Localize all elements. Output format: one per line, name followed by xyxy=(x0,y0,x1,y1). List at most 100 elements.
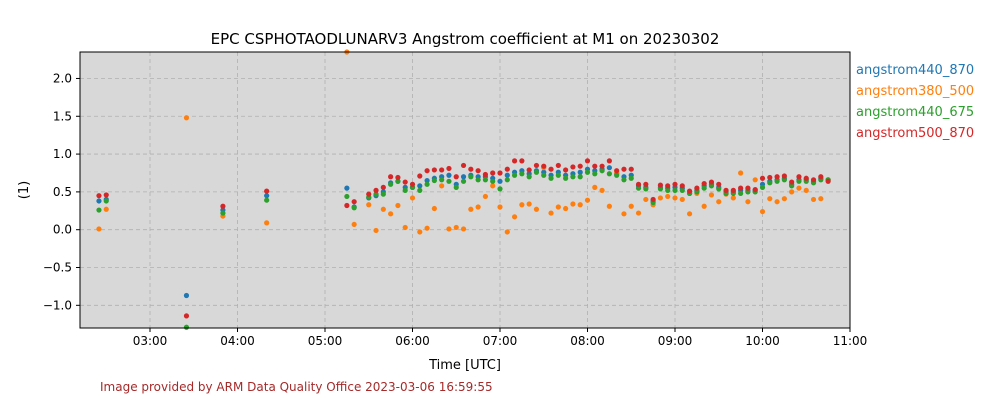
chart-title: EPC CSPHOTAODLUNARV3 Angstrom coefficien… xyxy=(211,30,720,48)
data-point-angstrom500_870 xyxy=(643,181,649,187)
y-tick-label: 0.0 xyxy=(53,223,72,237)
data-point-angstrom500_870 xyxy=(577,163,583,169)
data-point-angstrom380_500 xyxy=(388,211,394,217)
grid xyxy=(80,52,851,328)
data-point-angstrom380_500 xyxy=(103,206,109,212)
data-point-angstrom380_500 xyxy=(716,199,722,205)
data-point-angstrom380_500 xyxy=(657,195,664,201)
data-point-angstrom500_870 xyxy=(599,163,605,169)
data-point-angstrom440_675 xyxy=(555,172,561,178)
data-point-angstrom500_870 xyxy=(351,199,357,205)
data-point-angstrom500_870 xyxy=(570,164,576,170)
y-tick-label: 1.0 xyxy=(53,147,72,161)
data-point-angstrom380_500 xyxy=(738,170,744,176)
data-point-angstrom380_500 xyxy=(497,204,503,210)
x-axis-label: Time [UTC] xyxy=(428,358,501,373)
data-point-angstrom380_500 xyxy=(665,193,671,200)
data-point-angstrom440_675 xyxy=(774,178,780,184)
data-point-angstrom500_870 xyxy=(563,167,569,173)
data-point-angstrom380_500 xyxy=(701,203,707,209)
y-tick-label: 1.5 xyxy=(53,109,72,123)
data-point-angstrom500_870 xyxy=(380,184,386,190)
data-point-angstrom440_675 xyxy=(541,172,547,178)
data-point-angstrom440_675 xyxy=(490,178,496,184)
data-point-angstrom380_500 xyxy=(183,115,190,121)
data-point-angstrom500_870 xyxy=(701,180,707,187)
data-point-angstrom500_870 xyxy=(482,171,489,178)
data-point-angstrom380_500 xyxy=(672,195,678,201)
plot-frame xyxy=(79,51,851,329)
data-point-angstrom380_500 xyxy=(460,226,467,232)
data-point-angstrom380_500 xyxy=(752,177,758,183)
data-point-angstrom440_675 xyxy=(796,178,802,184)
data-point-angstrom500_870 xyxy=(504,166,510,172)
data-point-angstrom440_675 xyxy=(701,185,707,191)
data-point-angstrom380_500 xyxy=(796,185,802,191)
data-point-angstrom380_500 xyxy=(380,206,386,212)
data-point-angstrom500_870 xyxy=(672,181,678,187)
data-point-angstrom380_500 xyxy=(679,196,685,203)
data-point-angstrom380_500 xyxy=(519,202,525,208)
data-point-angstrom500_870 xyxy=(774,174,780,180)
data-point-angstrom380_500 xyxy=(424,225,430,231)
data-point-angstrom500_870 xyxy=(490,170,496,176)
data-point-angstrom500_870 xyxy=(497,170,503,176)
data-point-angstrom500_870 xyxy=(665,183,671,189)
data-point-angstrom440_675 xyxy=(519,171,525,177)
data-point-angstrom380_500 xyxy=(409,195,416,201)
data-point-angstrom380_500 xyxy=(774,199,780,205)
data-point-angstrom440_675 xyxy=(402,187,408,193)
data-point-angstrom380_500 xyxy=(599,187,605,193)
data-point-angstrom440_675 xyxy=(781,177,787,183)
data-point-angstrom440_675 xyxy=(548,175,554,181)
data-point-angstrom380_500 xyxy=(730,195,736,201)
data-point-angstrom500_870 xyxy=(388,174,394,180)
data-point-angstrom440_675 xyxy=(716,186,722,192)
data-point-angstrom500_870 xyxy=(395,174,401,181)
data-point-angstrom500_870 xyxy=(745,185,751,191)
data-point-angstrom380_500 xyxy=(563,205,569,212)
legend-entry-angstrom440_675: angstrom440_675 xyxy=(856,105,974,120)
data-point-angstrom500_870 xyxy=(366,191,372,197)
data-point-angstrom500_870 xyxy=(183,313,190,319)
data-point-angstrom440_870 xyxy=(460,174,467,180)
data-point-angstrom440_675 xyxy=(606,171,612,177)
x-tick-label: 09:00 xyxy=(658,334,693,348)
data-point-angstrom500_870 xyxy=(103,192,109,198)
y-tick-label: −1.0 xyxy=(43,298,72,312)
data-point-angstrom440_675 xyxy=(460,178,467,184)
data-point-angstrom500_870 xyxy=(439,167,445,173)
axes: 03:00 04:00 05:00 06:00 07:00 08:00 09:00 10:00… xyxy=(43,71,867,348)
data-point-angstrom440_675 xyxy=(497,186,503,192)
data-point-angstrom440_675 xyxy=(183,324,190,330)
data-point-angstrom500_870 xyxy=(592,163,598,169)
data-point-angstrom500_870 xyxy=(621,166,627,172)
data-point-angstrom440_675 xyxy=(759,184,766,190)
data-point-angstrom440_675 xyxy=(679,187,685,193)
data-point-angstrom440_675 xyxy=(708,183,715,189)
data-point-angstrom440_675 xyxy=(351,205,357,211)
data-point-angstrom380_500 xyxy=(628,203,634,209)
data-point-angstrom380_500 xyxy=(264,220,270,226)
data-point-angstrom380_500 xyxy=(468,206,474,212)
data-point-angstrom440_675 xyxy=(672,187,678,193)
data-point-angstrom500_870 xyxy=(541,163,547,169)
data-point-angstrom440_675 xyxy=(380,191,386,197)
data-point-angstrom440_870 xyxy=(344,185,350,191)
data-point-angstrom380_500 xyxy=(818,196,824,202)
data-point-angstrom440_675 xyxy=(264,197,270,203)
data-point-angstrom380_500 xyxy=(803,187,809,193)
data-point-angstrom440_675 xyxy=(643,186,649,192)
data-point-angstrom440_675 xyxy=(344,193,350,200)
data-point-angstrom500_870 xyxy=(635,181,642,187)
x-tick-label: 11:00 xyxy=(833,334,868,348)
data-point-angstrom380_500 xyxy=(789,189,795,195)
data-point-angstrom380_500 xyxy=(511,214,518,220)
data-point-angstrom380_500 xyxy=(417,229,423,235)
data-point-angstrom500_870 xyxy=(424,168,430,174)
data-point-angstrom440_675 xyxy=(738,190,744,197)
data-point-angstrom440_675 xyxy=(635,185,642,191)
data-point-angstrom380_500 xyxy=(577,202,583,208)
data-point-angstrom500_870 xyxy=(614,168,620,174)
data-point-angstrom440_675 xyxy=(475,177,481,183)
